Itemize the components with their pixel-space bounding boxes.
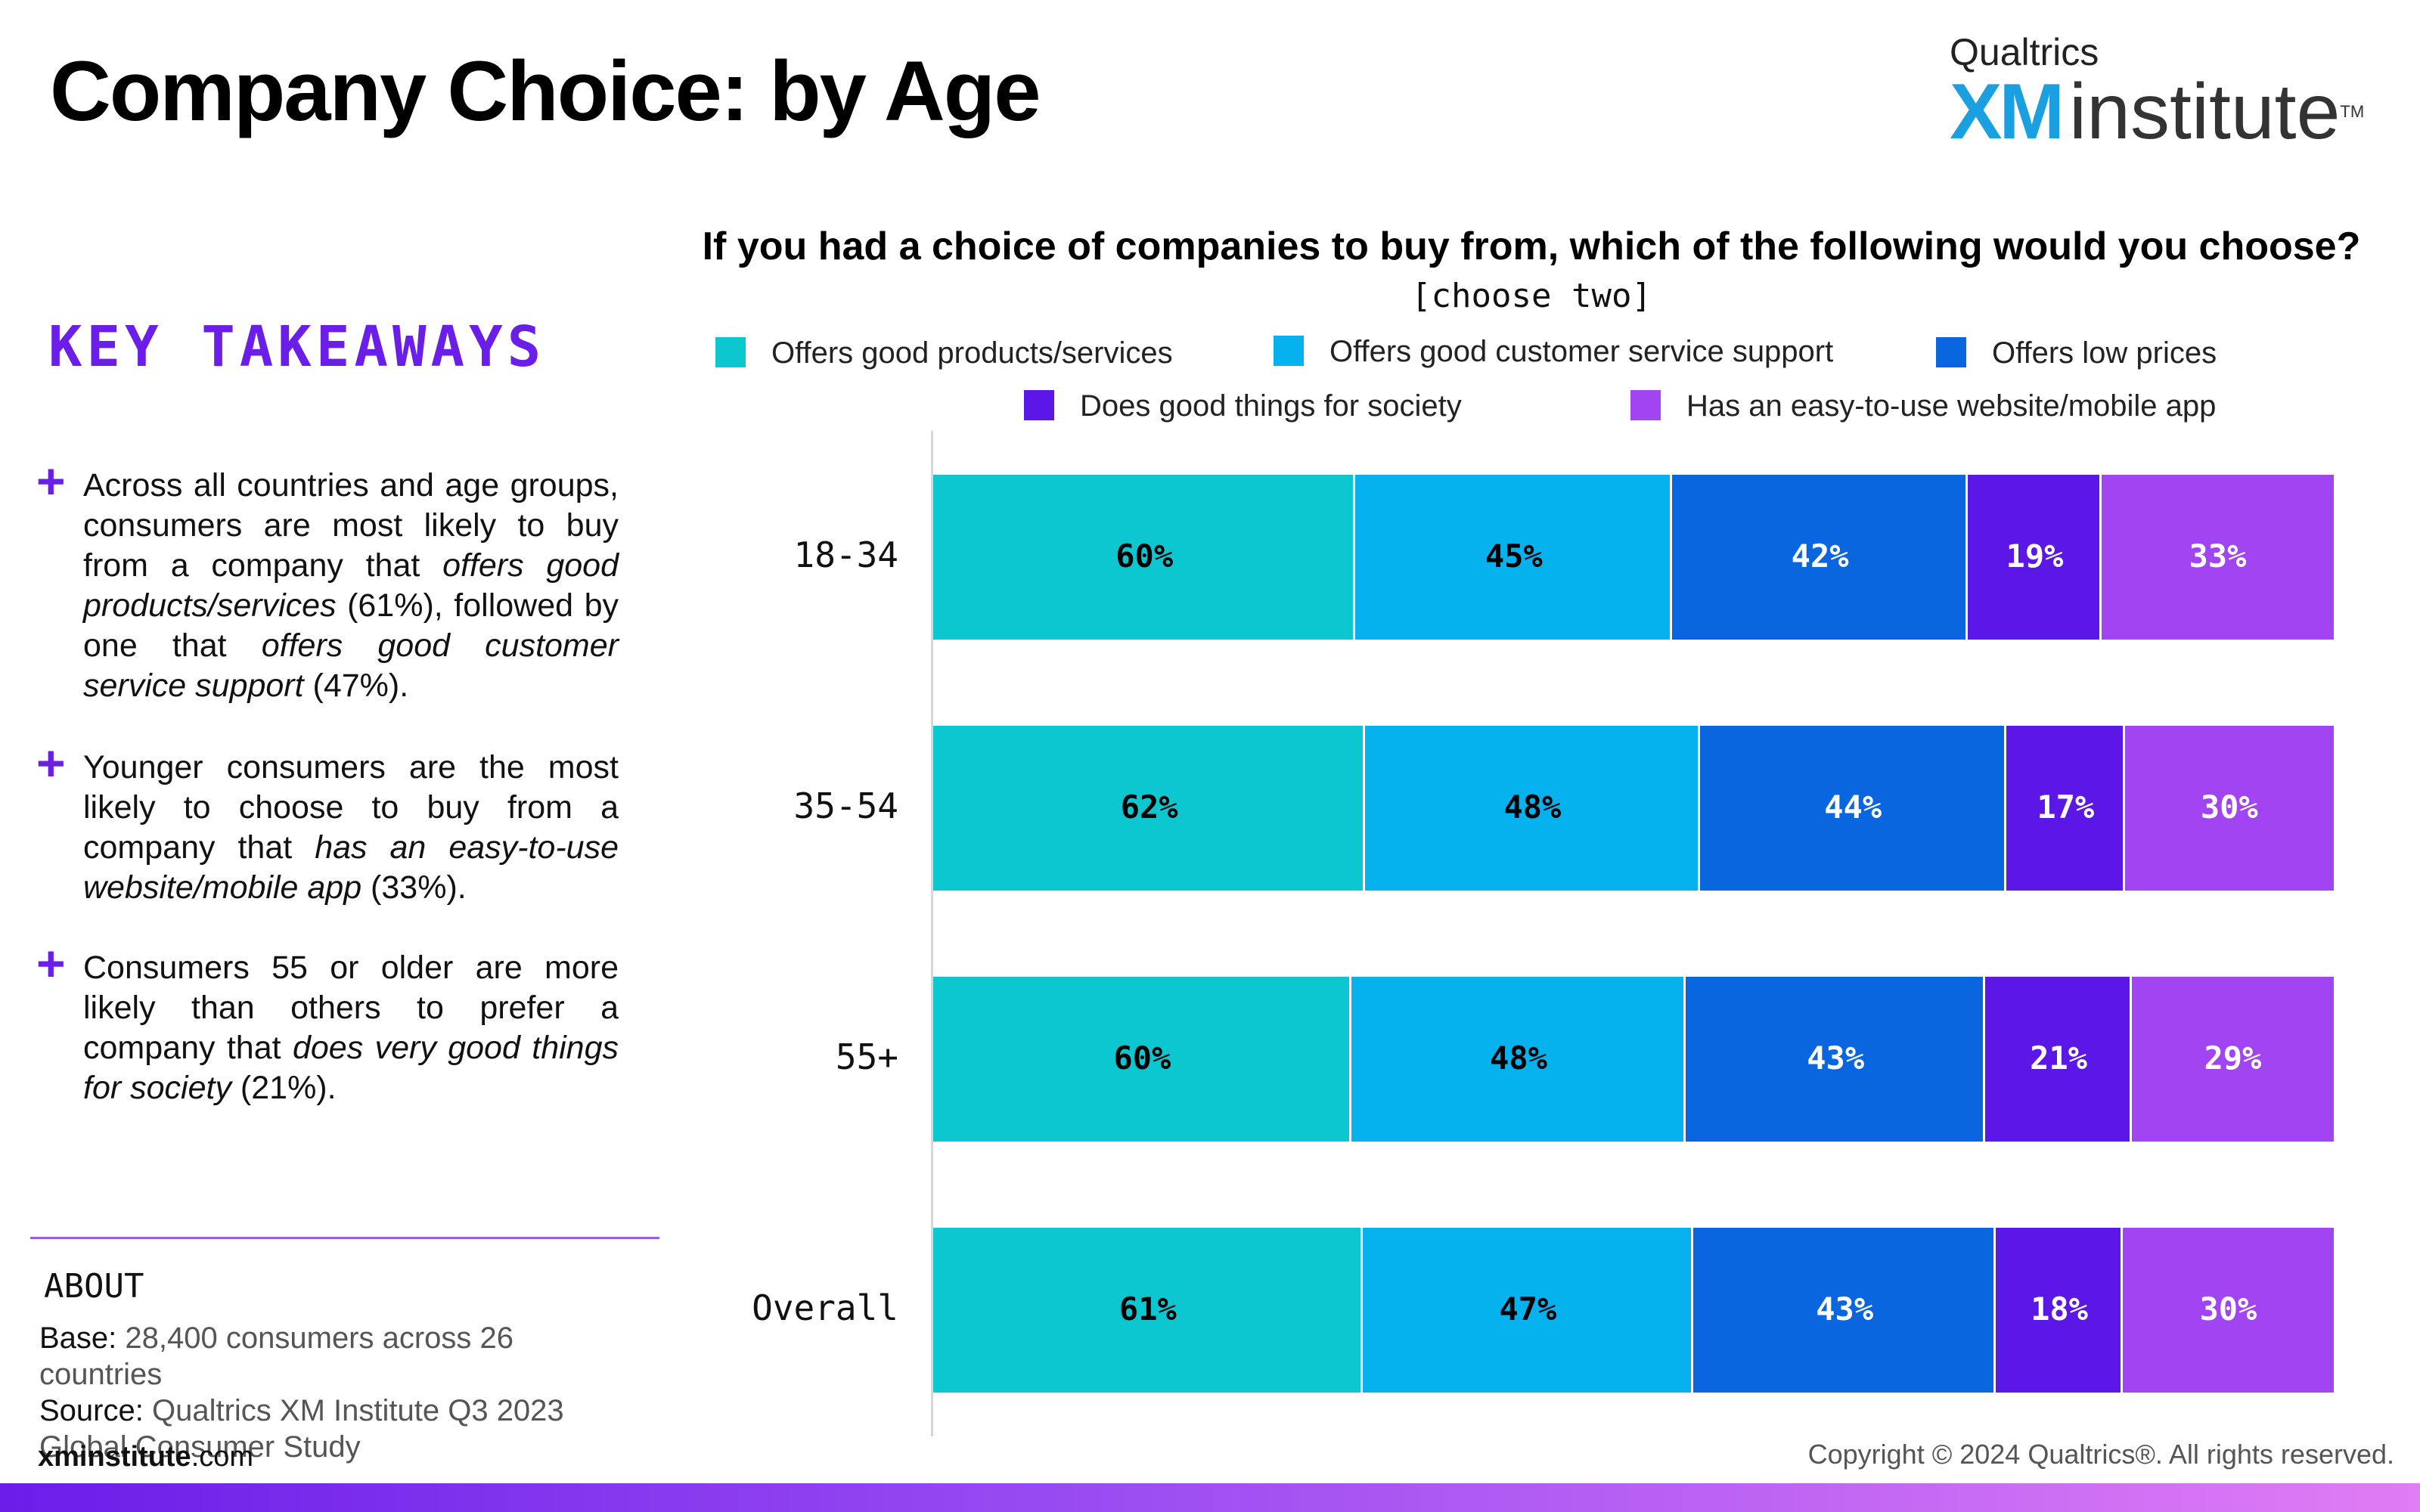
about-details: Base: 28,400 consumers across 26 countri… <box>39 1320 644 1465</box>
data-label: 48% <box>1490 1040 1547 1077</box>
data-label: 43% <box>1807 1040 1865 1077</box>
bar-segment <box>1985 977 2132 1142</box>
logo-institute-text: institute <box>2069 68 2341 156</box>
about-source: Source: Qualtrics XM Institute Q3 2023 G… <box>39 1393 644 1465</box>
bar-segment <box>1365 726 1700 891</box>
data-label: 17% <box>2037 789 2095 826</box>
data-label: 21% <box>2030 1040 2087 1077</box>
data-label: 48% <box>1503 789 1562 826</box>
chart-subtitle: [choose two] <box>1411 277 1652 315</box>
about-base: Base: 28,400 consumers across 26 countri… <box>39 1320 644 1393</box>
takeaway-text: Across all countries and age groups, con… <box>83 467 619 704</box>
takeaway-item: + Consumers 55 or older are more likely … <box>36 935 619 1108</box>
bar-segment <box>1996 1228 2123 1393</box>
data-label: 61% <box>1118 1290 1177 1328</box>
data-label: 45% <box>1485 538 1543 575</box>
bar-segment <box>1672 475 1969 640</box>
bar-segment <box>2101 475 2334 640</box>
bar-segment <box>933 726 1366 891</box>
bar-segment <box>1351 977 1686 1142</box>
bar-segment <box>2131 977 2334 1142</box>
data-label: 18% <box>2031 1290 2088 1328</box>
category-label: Overall <box>752 1287 898 1328</box>
site-tld: .com <box>191 1441 254 1473</box>
data-label: 19% <box>2006 538 2064 575</box>
legend-swatch <box>1024 390 1054 420</box>
copyright-text: Copyright © 2024 Qualtrics®. All rights … <box>1807 1439 2394 1470</box>
key-takeaways-heading: KEY TAKEAWAYS <box>48 314 546 380</box>
data-label: 62% <box>1120 789 1178 826</box>
takeaway-text: Consumers 55 or older are more likely th… <box>83 950 619 1106</box>
takeaway-item: + Across all countries and age groups, c… <box>36 453 619 706</box>
category-label: 18-34 <box>793 534 898 575</box>
bar-segment <box>2006 726 2125 891</box>
bar-segment <box>933 1228 1363 1393</box>
logo-xm-text: XM <box>1950 68 2065 156</box>
bar-segment <box>2122 1228 2334 1393</box>
legend-label: Has an easy-to-use website/mobile app <box>1686 389 2217 423</box>
bar-segment <box>933 977 1351 1142</box>
source-value: Qualtrics XM Institute Q3 2023 Global Co… <box>39 1394 564 1464</box>
plus-icon: + <box>36 735 66 791</box>
legend-label: Offers good customer service support <box>1329 335 1834 368</box>
site-domain: xminstitute <box>38 1441 191 1473</box>
bar-segment <box>933 475 1356 640</box>
bar-segment <box>2124 726 2334 891</box>
logo-qualtrics-text: Qualtrics <box>1950 31 2099 73</box>
plus-icon: + <box>36 453 66 509</box>
category-label: 55+ <box>835 1036 898 1077</box>
bar-segment <box>1686 977 1986 1142</box>
data-label: 33% <box>2189 538 2247 575</box>
data-label: 60% <box>1115 538 1174 575</box>
base-label: Base: <box>39 1321 117 1355</box>
bar-segment <box>1968 475 2102 640</box>
takeaway-text: Younger consumers are the most likely to… <box>83 749 619 906</box>
bar-segment <box>1693 1228 1996 1393</box>
data-label: 44% <box>1824 789 1882 826</box>
legend-label: Does good things for society <box>1080 389 1462 423</box>
bar-segment <box>1355 475 1673 640</box>
page-title: Company Choice: by Age <box>50 44 1041 138</box>
bar-segment <box>1699 726 2006 891</box>
about-divider <box>30 1237 659 1239</box>
qualtrics-xm-institute-logo: Qualtrics XMinstituteTM <box>1950 29 2373 151</box>
category-label: 35-54 <box>793 785 898 826</box>
logo-main: XMinstituteTM <box>1950 73 2364 151</box>
chart-title: If you had a choice of companies to buy … <box>702 225 2361 268</box>
bar-segment <box>1362 1228 1694 1393</box>
legend-label: Offers low prices <box>1992 336 2217 370</box>
legend-swatch <box>1936 337 1966 367</box>
chart-axis-line <box>931 431 933 1436</box>
legend-swatch <box>1630 390 1661 420</box>
legend-swatch <box>715 337 746 367</box>
data-label: 30% <box>2199 1290 2257 1328</box>
logo-trademark: TM <box>2340 102 2365 121</box>
plus-icon: + <box>36 935 66 991</box>
data-label: 60% <box>1113 1040 1171 1077</box>
legend-label: Offers good products/services <box>771 336 1173 370</box>
legend-swatch <box>1274 336 1304 366</box>
base-value: 28,400 consumers across 26 countries <box>39 1321 514 1391</box>
data-label: 42% <box>1791 538 1849 575</box>
data-label: 30% <box>2200 789 2258 826</box>
data-label: 47% <box>1499 1290 1557 1328</box>
about-heading: ABOUT <box>44 1267 144 1306</box>
data-label: 43% <box>1816 1290 1874 1328</box>
data-label: 29% <box>2204 1040 2262 1077</box>
bottom-gradient-bar <box>0 1483 2420 1512</box>
takeaway-item: + Younger consumers are the most likely … <box>36 735 619 908</box>
source-label: Source: <box>39 1394 144 1427</box>
site-link[interactable]: xminstitute.com <box>38 1441 253 1473</box>
